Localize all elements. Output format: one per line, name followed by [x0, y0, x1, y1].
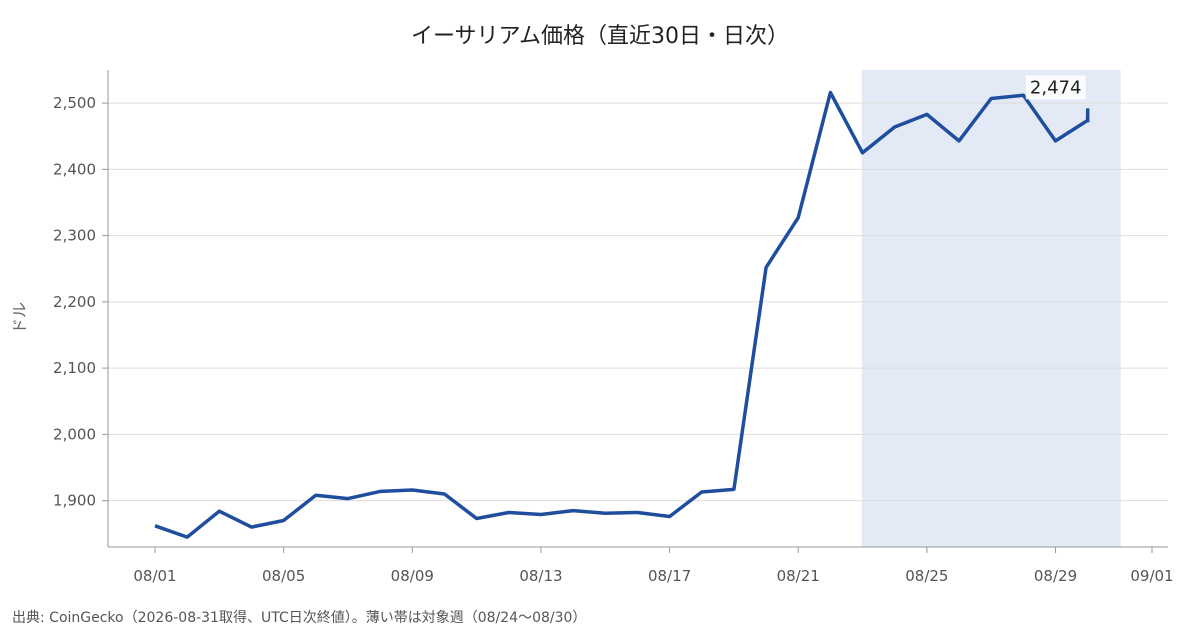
series-line	[154, 90, 1089, 539]
data-point	[314, 493, 318, 497]
y-tick-label: 2,200	[53, 293, 96, 311]
chart-title: イーサリアム価格（直近30日・日次）	[410, 24, 789, 49]
data-point	[989, 96, 993, 100]
data-point	[925, 112, 929, 116]
y-tick-label: 2,300	[53, 227, 96, 245]
data-point	[603, 511, 607, 515]
highlight-band	[861, 70, 1121, 547]
data-point	[764, 265, 768, 269]
x-tick-label: 09/01	[1130, 567, 1173, 585]
footnote: 出典: CoinGecko（2026-08-31取得、UTC日次終値）。薄い帯は…	[12, 610, 587, 626]
data-point	[700, 490, 704, 494]
data-point	[957, 139, 961, 143]
y-tick-label: 2,500	[53, 94, 96, 112]
y-tick-label: 1,900	[53, 492, 96, 510]
data-point	[571, 509, 575, 513]
gridlines	[108, 102, 1168, 502]
y-tick-label: 2,000	[53, 425, 96, 443]
y-tick-label: 2,100	[53, 359, 96, 377]
data-point	[732, 487, 736, 491]
x-tick-label: 08/05	[262, 567, 305, 585]
data-point	[378, 489, 382, 493]
x-ticks: 08/01 08/05 08/09 08/13 08/17 08/21 08/25 08/29…	[133, 547, 1174, 585]
data-point	[1021, 93, 1025, 97]
x-tick-label: 08/09	[391, 567, 434, 585]
data-point	[475, 517, 479, 521]
y-tick-label: 2,400	[53, 160, 96, 178]
data-point	[410, 488, 414, 492]
axes	[107, 70, 1168, 548]
data-point	[249, 525, 253, 529]
x-tick-label: 08/17	[648, 567, 691, 585]
data-point	[442, 492, 446, 496]
data-point	[796, 216, 800, 220]
data-point	[346, 497, 350, 501]
data-point	[1054, 139, 1058, 143]
data-point	[539, 513, 543, 517]
x-tick-label: 08/25	[905, 567, 948, 585]
data-point	[668, 515, 672, 519]
data-point	[185, 535, 189, 539]
last-value-label: 2,474	[1030, 77, 1082, 98]
data-point	[861, 151, 865, 155]
data-point	[635, 511, 639, 515]
data-point	[217, 509, 221, 513]
x-tick-label: 08/29	[1034, 567, 1077, 585]
x-tick-label: 08/13	[519, 567, 562, 585]
last-value-label-bg	[1025, 75, 1086, 100]
data-point	[153, 524, 157, 528]
data-point	[507, 511, 511, 515]
y-ticks: 1,900 2,000 2,100 2,200 2,300 2,400 2,500	[53, 94, 108, 510]
data-point	[893, 125, 897, 129]
x-tick-label: 08/01	[133, 567, 176, 585]
data-point	[282, 519, 286, 523]
data-point	[828, 91, 832, 95]
x-tick-label: 08/21	[777, 567, 820, 585]
